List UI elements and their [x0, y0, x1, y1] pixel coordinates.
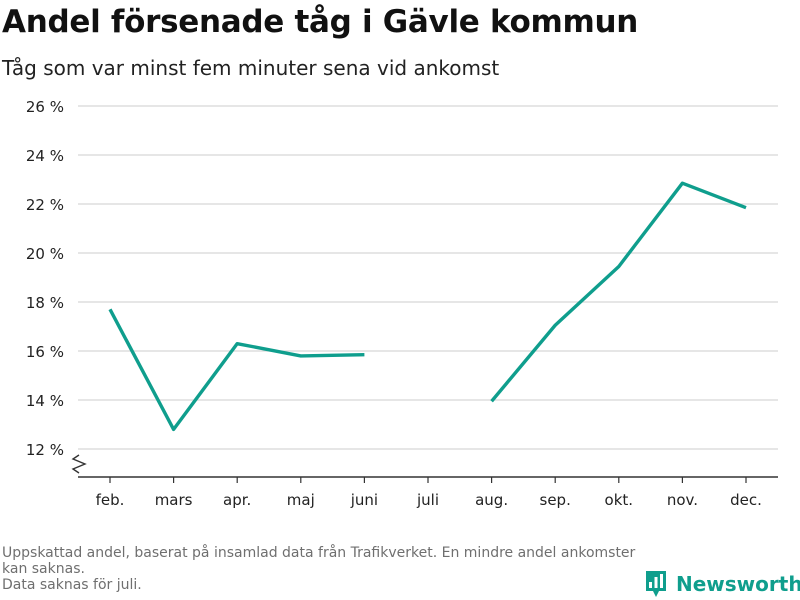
x-tick-label: okt. [605, 491, 634, 509]
x-axis: feb. mars apr. maj juni juli aug. sep. okt. nov. d… [78, 476, 778, 509]
x-tick-label: feb. [96, 491, 125, 509]
x-tick-label: nov. [667, 491, 698, 509]
line-chart: 12 % 14 % 16 % 18 % 20 % 22 % 24 % 26 % feb. mar… [26, 98, 778, 509]
x-tick-label: juli [416, 491, 439, 509]
footnote-missing-data: Data saknas för juli. [2, 577, 142, 593]
x-tick-label: apr. [223, 491, 251, 509]
brand-name: Newsworthy [676, 572, 800, 596]
newsworthy-logo: Newsworthy [644, 569, 800, 599]
y-tick-label: 22 % [26, 196, 64, 214]
x-tick-label: dec. [730, 491, 762, 509]
x-tick-label: maj [287, 491, 315, 509]
x-tick-label: mars [155, 491, 193, 509]
y-tick-label: 18 % [26, 294, 64, 312]
y-tick-label: 24 % [26, 147, 64, 165]
y-tick-label: 14 % [26, 392, 64, 410]
y-tick-label: 20 % [26, 245, 64, 263]
series-line [490, 181, 747, 403]
chart-subtitle: Tåg som var minst fem minuter sena vid a… [2, 56, 500, 80]
newsworthy-logo-icon [646, 571, 666, 597]
x-tick-label: sep. [540, 491, 571, 509]
y-axis-ticks: 12 % 14 % 16 % 18 % 20 % 22 % 24 % 26 % [26, 98, 87, 474]
chart-title: Andel försenade tåg i Gävle kommun [2, 4, 639, 40]
series-line [108, 308, 365, 432]
footnote-source: Uppskattad andel, baserat på insamlad da… [2, 545, 636, 577]
series-lines [108, 181, 747, 432]
gridlines [78, 105, 778, 450]
axis-break-icon [71, 454, 87, 474]
x-tick-label: juni [350, 491, 378, 509]
y-tick-label: 12 % [26, 441, 64, 459]
footnote: Uppskattad andel, baserat på insamlad da… [2, 545, 642, 593]
y-tick-label: 16 % [26, 343, 64, 361]
x-tick-label: aug. [475, 491, 508, 509]
y-tick-label: 26 % [26, 98, 64, 116]
